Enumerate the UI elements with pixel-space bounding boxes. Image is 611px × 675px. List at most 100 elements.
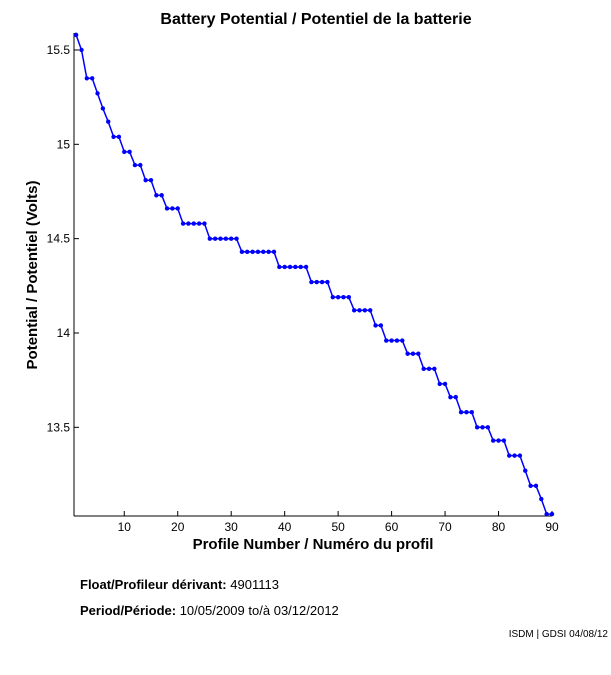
data-point [239,249,245,255]
data-point [111,134,116,139]
data-point [122,149,127,155]
data-point [549,511,555,517]
data-point [116,134,122,139]
series-line [75,34,552,515]
data-point [437,381,442,387]
data-point [202,221,207,226]
x-tick-label: 90 [545,520,559,534]
data-point [517,453,523,458]
data-point [490,438,496,443]
data-point [442,381,448,387]
data-point [234,236,239,241]
x-tick-label: 20 [171,520,185,534]
credit: ISDM | GDSI 04/08/12 [508,629,608,640]
data-point [384,338,389,343]
data-point [218,236,223,241]
y-axis-label: Potential / Potentiel (Volts) [24,181,41,370]
data-point [523,468,528,473]
x-tick-label: 50 [331,520,345,534]
data-point [212,236,218,241]
data-point [351,308,357,313]
data-point [335,294,341,300]
x-tick-label: 70 [438,520,452,534]
data-point [196,221,202,226]
data-point [507,453,512,458]
y-tick-label: 13.5 [47,420,71,434]
data-point [480,425,485,430]
data-point [373,323,378,328]
data-point [389,338,394,343]
series-battery [73,32,555,517]
data-point [394,338,400,343]
data-point [106,119,111,124]
data-point [100,106,106,111]
data-point [191,221,196,226]
data-point [255,249,261,255]
data-point [464,410,469,415]
data-point [287,264,293,270]
data-point [245,249,250,255]
data-point [432,366,437,372]
data-point [170,206,175,211]
data-point [271,249,277,255]
data-point [421,366,426,372]
data-point [458,410,464,415]
period-end: 03/12/2012 [273,603,339,618]
data-point [154,193,159,198]
data-point [400,338,405,343]
data-point [533,483,539,489]
data-point [143,177,148,183]
data-point [73,32,79,38]
data-point [89,76,95,81]
data-point [346,294,352,300]
data-point [357,308,362,313]
axes: 10 20 30 40 50 60 70 80 90 13.5 14 14.5 15 15.5 [47,33,559,534]
data-point [314,279,319,285]
data-point [330,294,335,300]
data-point [368,308,373,313]
data-point [405,351,410,356]
data-point [298,264,303,270]
period-sep: to/à [248,603,271,618]
data-point [132,162,138,168]
x-tick-label: 30 [225,520,239,534]
data-point [159,193,164,198]
x-tick-label: 40 [278,520,292,534]
data-point [266,249,271,255]
data-point [175,206,180,211]
data-point [501,438,507,443]
data-point [448,394,453,400]
data-point [250,249,255,255]
y-tick-label: 14.5 [47,232,71,246]
data-point [319,279,325,285]
data-point [496,438,501,443]
period-info: Period/Période: 10/05/2009 to/à 03/12/20… [80,603,339,618]
chart-title: Battery Potential / Potentiel de la batt… [160,11,471,28]
data-point [410,351,416,356]
data-point [186,221,191,226]
data-point [282,264,287,270]
data-point [453,394,458,400]
data-point [180,221,186,226]
data-point [426,366,432,372]
data-point [223,236,229,241]
y-tick-label: 15.5 [47,43,71,57]
data-point [261,249,266,255]
data-point [325,279,330,285]
period-label: Period/Période: [80,603,177,618]
data-point [544,511,549,517]
data-point [474,425,480,430]
data-point [148,177,154,183]
data-point [207,236,213,241]
data-point [303,264,309,270]
data-point [469,410,474,415]
x-axis-label: Profile Number / Numéro du profil [193,536,434,553]
data-point [164,206,170,211]
float-label: Float/Profileur dérivant: [80,577,227,592]
data-point [79,47,84,53]
x-tick-label: 10 [118,520,132,534]
data-point [138,162,143,168]
float-value: 4901113 [230,577,279,592]
period-start: 10/05/2009 [179,603,245,618]
